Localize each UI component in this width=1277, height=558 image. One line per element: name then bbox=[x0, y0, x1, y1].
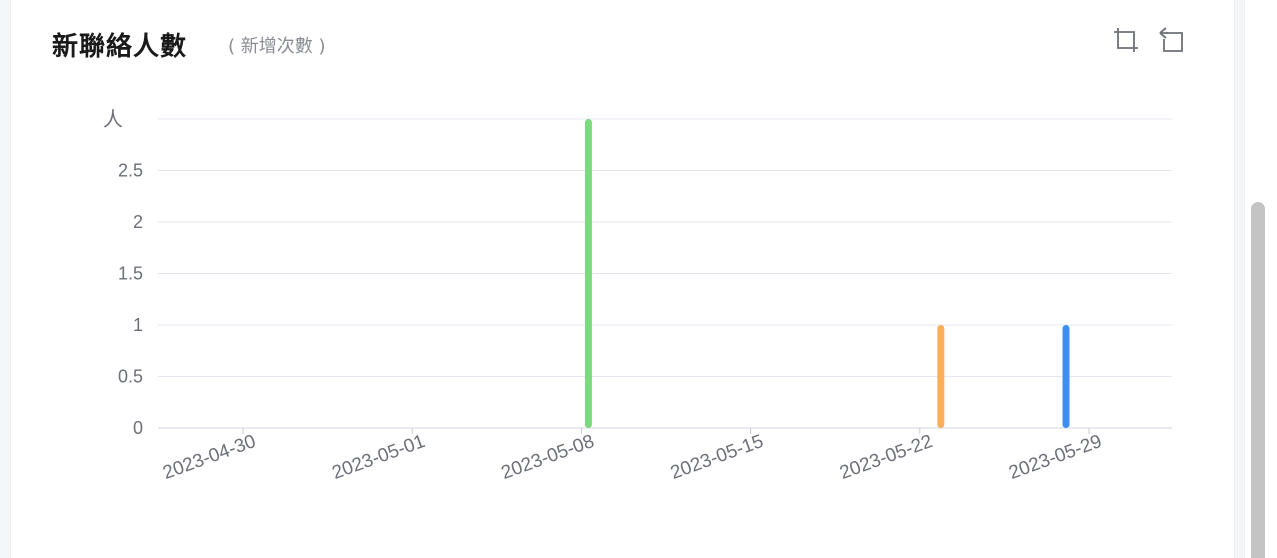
chart-title: 新聯絡人數 bbox=[52, 32, 188, 62]
y-tick-label: 1 bbox=[133, 315, 143, 335]
y-axis-label: 人 bbox=[103, 107, 123, 131]
zoom-button[interactable] bbox=[1110, 24, 1142, 56]
bar-2023-05-29[interactable] bbox=[1062, 325, 1070, 428]
scrollbar-thumb[interactable] bbox=[1251, 202, 1265, 558]
y-tick-label: 2 bbox=[133, 212, 143, 232]
y-tick-label: 0 bbox=[133, 418, 143, 438]
y-tick-label: 1.5 bbox=[118, 264, 143, 284]
crop-zoom-icon bbox=[1114, 28, 1138, 52]
chart-subtitle: ( 新增次數 ) bbox=[228, 36, 326, 57]
y-tick-label: 2.5 bbox=[118, 161, 143, 181]
bar-2023-05-08[interactable] bbox=[584, 119, 592, 428]
x-tick-label: 2023-04-30 bbox=[160, 431, 259, 484]
x-tick-label: 2023-05-08 bbox=[499, 431, 598, 484]
x-tick-label: 2023-05-29 bbox=[1006, 431, 1105, 484]
x-tick-label: 2023-05-01 bbox=[329, 431, 428, 484]
y-tick-label: 0.5 bbox=[118, 367, 143, 387]
reset-zoom-button[interactable] bbox=[1156, 24, 1188, 56]
chart-card bbox=[10, 0, 1235, 558]
x-tick-label: 2023-05-15 bbox=[668, 431, 767, 484]
bar-2023-05-22[interactable] bbox=[937, 325, 945, 428]
x-tick-label: 2023-05-22 bbox=[837, 431, 936, 484]
undo-icon bbox=[1159, 27, 1183, 52]
